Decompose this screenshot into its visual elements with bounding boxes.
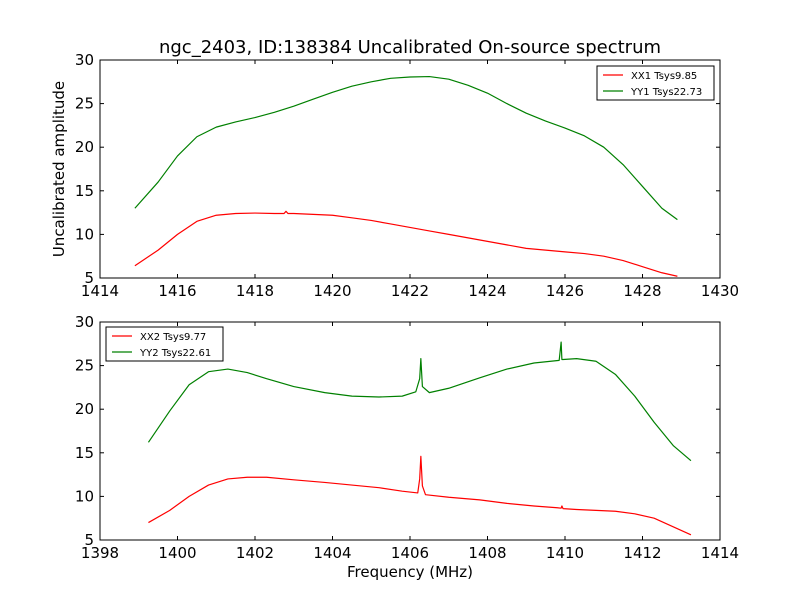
x-tick-label: 1404 bbox=[313, 544, 351, 562]
x-tick-label: 1402 bbox=[236, 544, 274, 562]
y-tick-label: 30 bbox=[75, 313, 94, 331]
y-tick-label: 25 bbox=[75, 357, 94, 375]
x-tick-label: 1412 bbox=[623, 544, 661, 562]
x-tick-label: 1406 bbox=[391, 544, 429, 562]
y-tick-label: 20 bbox=[75, 400, 94, 418]
x-tick-label: 1400 bbox=[158, 544, 196, 562]
x-tick-label: 1414 bbox=[701, 544, 739, 562]
x-tick-label: 1418 bbox=[236, 282, 274, 300]
legend: XX2 Tsys9.77 YY2 Tsys22.61 bbox=[105, 326, 224, 362]
x-tick-label: 1414 bbox=[81, 282, 119, 300]
legend: XX1 Tsys9.85 YY1 Tsys22.73 bbox=[596, 65, 715, 101]
y-tick-label: 25 bbox=[75, 95, 94, 113]
y-axis-label: Uncalibrated amplitude bbox=[50, 81, 68, 257]
x-axis-label: Frequency (MHz) bbox=[347, 563, 473, 581]
legend-box bbox=[596, 65, 715, 101]
legend-label: YY1 Tsys22.73 bbox=[630, 87, 702, 98]
y-tick-label: 5 bbox=[84, 531, 94, 549]
series-line-yy-panel-1 bbox=[134, 75, 678, 221]
legend-label: XX2 Tsys9.77 bbox=[140, 332, 206, 343]
series-line-xx-panel-1 bbox=[134, 210, 678, 277]
top-spectrum-panel: 1414 1416 1418 1420 1422 1424 1426 1428 1430 5 10 1… bbox=[75, 51, 739, 300]
legend-box bbox=[105, 326, 224, 362]
series-line-xx-panel-2 bbox=[148, 455, 692, 536]
x-tick-label: 1408 bbox=[468, 544, 506, 562]
bottom-spectrum-panel: 1398 1400 1402 1404 1406 1408 1410 1412 1414 5 10 1… bbox=[75, 313, 739, 562]
y-tick-label: 30 bbox=[75, 51, 94, 69]
legend-label: XX1 Tsys9.85 bbox=[631, 71, 697, 82]
x-tick-label: 1416 bbox=[158, 282, 196, 300]
x-tick-label: 1430 bbox=[701, 282, 739, 300]
y-tick-label: 20 bbox=[75, 138, 94, 156]
y-tick-label: 10 bbox=[75, 487, 94, 505]
y-tick-label: 5 bbox=[84, 269, 94, 287]
x-tick-label: 1426 bbox=[546, 282, 584, 300]
x-tick-label: 1428 bbox=[623, 282, 661, 300]
x-tick-label: 1398 bbox=[81, 544, 119, 562]
series-line-yy-panel-2 bbox=[147, 341, 692, 462]
x-tick-label: 1410 bbox=[546, 544, 584, 562]
y-tick-label: 15 bbox=[75, 444, 94, 462]
y-tick-label: 15 bbox=[75, 182, 94, 200]
x-tick-label: 1424 bbox=[468, 282, 506, 300]
legend-label: YY2 Tsys22.61 bbox=[139, 348, 211, 359]
y-tick-label: 10 bbox=[75, 225, 94, 243]
x-tick-label: 1422 bbox=[391, 282, 429, 300]
figure-title: ngc_2403, ID:138384 Uncalibrated On-sour… bbox=[159, 37, 661, 58]
x-tick-label: 1420 bbox=[313, 282, 351, 300]
